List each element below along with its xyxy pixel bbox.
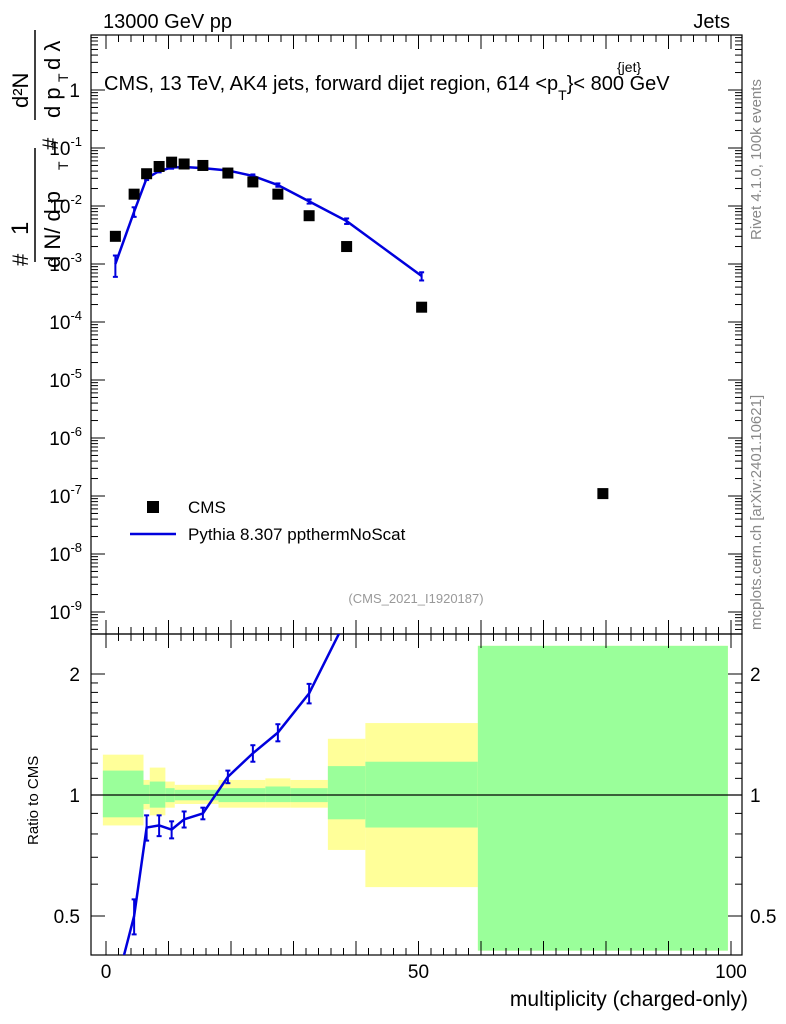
ratio-series: [122, 634, 341, 955]
xaxis-label: multiplicity (charged-only): [510, 988, 748, 1011]
cms-point: [153, 160, 165, 172]
plot-title: CMS, 13 TeV, AK4 jets, forward dijet reg…: [104, 73, 670, 103]
ratio-ylabel: Ratio to CMS: [25, 756, 42, 845]
ylabel-dlambda: d λ: [40, 41, 65, 70]
main-ytick-label: 10-1: [49, 134, 82, 160]
cms-point: [416, 301, 428, 313]
main-ytick-label: 10-8: [49, 540, 82, 566]
cms-point: [303, 210, 315, 222]
ylabel-one: 1: [7, 222, 34, 235]
ylabel-hash2: #: [38, 137, 63, 150]
legend: CMS Pythia 8.307 ppthermNoScat: [130, 498, 406, 544]
tick-labels: 10-9 10-8 10-7 10-6 10-5 10-4 10-3 10-2 10-1 1 0 50…: [49, 81, 776, 983]
xtick-label: 0: [101, 962, 112, 983]
title-main: CMS, 13 TeV, AK4 jets, forward dijet reg…: [104, 73, 558, 95]
cms-point: [222, 167, 234, 179]
band-inner-1: [143, 784, 150, 804]
legend-mc-label: Pythia 8.307 ppthermNoScat: [188, 525, 406, 544]
header-left: 13000 GeV pp: [103, 11, 232, 33]
ratio-ytick-label-left: 1: [69, 786, 80, 807]
band-inner-8: [327, 766, 366, 820]
main-ytick-label: 10-9: [49, 598, 82, 624]
main-ytick-label: 10-5: [49, 366, 82, 392]
cms-point: [128, 188, 140, 200]
ylabel-dN: d N/ d p: [40, 191, 65, 268]
ratio-ytick-label-right: 2: [750, 665, 761, 686]
cms-point: [272, 188, 284, 200]
ratio-bands: [102, 645, 728, 951]
ratio-lines: [122, 634, 341, 955]
main-ytick-label: 10-2: [49, 192, 82, 218]
title-end: }< 800 GeV: [567, 73, 671, 95]
title-sub: T: [558, 87, 567, 103]
title-sup: {jet}: [617, 59, 641, 75]
main-frame: [90, 34, 743, 635]
cms-point: [178, 158, 190, 170]
band-inner-10: [477, 645, 728, 951]
ylabel-dpT: d p: [40, 87, 65, 118]
xtick-label: 50: [408, 962, 429, 983]
main-ytick-label: 10-3: [49, 250, 82, 276]
cms-point: [197, 159, 209, 171]
band-inner-0: [102, 770, 144, 818]
mc-line: [114, 165, 423, 278]
cms-point: [141, 168, 153, 180]
ratio-ytick-label-right: 1: [750, 786, 761, 807]
legend-cms-marker: [147, 501, 159, 513]
tick-marks: [91, 35, 742, 955]
mcplots-label: mcplots.cern.ch [arXiv:2401.10621]: [748, 395, 765, 630]
cms-point: [109, 230, 121, 242]
ratio-ytick-label-left: 2: [69, 665, 80, 686]
ylabel-T2: T: [55, 73, 71, 82]
cms-point: [597, 488, 609, 500]
band-inner-6: [265, 786, 291, 803]
analysis-watermark: (CMS_2021_I1920187): [348, 591, 483, 606]
ylabel-T1: T: [55, 161, 71, 170]
cms-point: [166, 156, 178, 168]
legend-cms-label: CMS: [188, 498, 226, 517]
mc-series: [112, 164, 425, 282]
main-ytick-label: 10-6: [49, 424, 82, 450]
main-ylabel: # 1 d N/ d p T # d²N d p T d λ: [7, 30, 71, 268]
main-ytick-label: 10-7: [49, 482, 82, 508]
main-ytick-label: 10-4: [49, 308, 82, 334]
cms-data-series: [109, 156, 609, 500]
cms-point: [341, 241, 353, 253]
ratio-ytick-label-left: 0.5: [54, 907, 80, 928]
ylabel-hash1: #: [8, 253, 33, 266]
cms-point: [247, 176, 259, 188]
ratio-ytick-label-right: 0.5: [750, 907, 776, 928]
rivet-label: Rivet 4.1.0, 100k events: [748, 79, 765, 240]
xtick-label: 100: [715, 962, 747, 983]
main-ytick-label: 1: [69, 81, 80, 102]
header-right: Jets: [693, 11, 730, 33]
ylabel-d2N: d²N: [8, 73, 33, 108]
